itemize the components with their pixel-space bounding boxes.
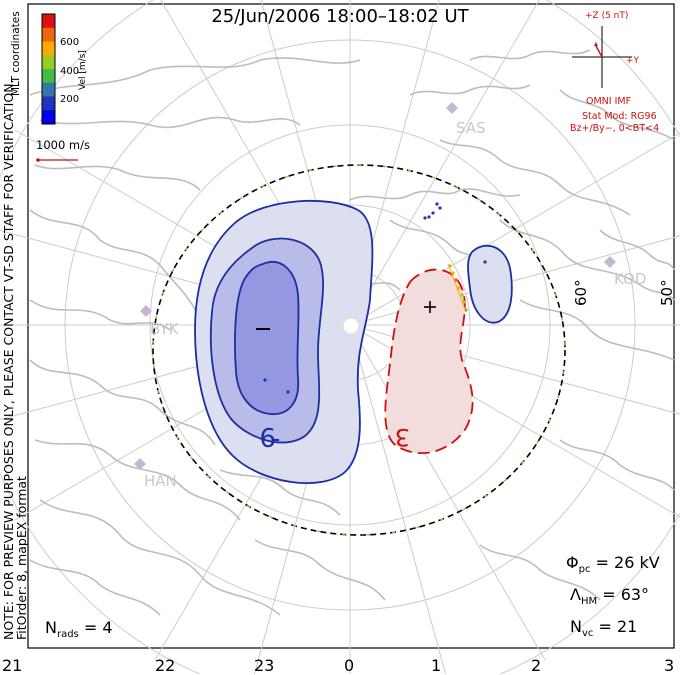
positive-cell — [384, 268, 474, 455]
mlt-tick-22: 22 — [155, 656, 176, 675]
colorbar-swatch — [42, 69, 55, 84]
latitude-label-60: 60° — [572, 279, 590, 306]
colorbar-swatch — [42, 96, 55, 111]
station-label-byk: BYK — [150, 320, 179, 338]
station-label-kod: KOD — [614, 270, 647, 288]
negative-island — [467, 244, 513, 324]
cross-polar-potential: Φpc = 26 kV — [566, 553, 660, 576]
mlt-tick-21: 21 — [2, 656, 23, 675]
station-marker-kod — [604, 256, 616, 268]
mlt-tick-3: 3 — [664, 656, 675, 675]
colorbar-swatch — [42, 110, 55, 125]
colorbar-swatch — [42, 55, 55, 70]
station-marker-byk — [140, 305, 152, 317]
colorbar-tick-400: 400 — [60, 66, 80, 77]
negative-cell-core — [234, 261, 300, 415]
latitude-label-50: 50° — [658, 279, 676, 306]
negative-contour-dash: - — [271, 424, 280, 454]
colorbar-swatch — [42, 41, 55, 56]
plot-frame — [27, 3, 675, 649]
imf-z-label: +Z (5 nT) — [585, 11, 629, 21]
colorbar-tick-600: 600 — [60, 37, 80, 48]
negative-contour-label: 9 — [259, 421, 276, 451]
velocity-colorbar — [41, 13, 56, 125]
radar-count: Nrads = 4 — [45, 618, 113, 641]
colorbar-swatch — [42, 14, 55, 29]
imf-model: Stat Mod: RG96 — [582, 111, 657, 122]
imf-arrowhead — [594, 42, 598, 46]
colorbar-swatch — [42, 27, 55, 42]
plot-title: 25/Jun/2006 18:00–18:02 UT — [211, 6, 469, 27]
imf-title: OMNI IMF — [586, 96, 632, 107]
mlt-tick-1: 1 — [431, 656, 442, 675]
preview-note: NOTE: FOR PREVIEW PURPOSES ONLY, PLEASE … — [1, 79, 29, 640]
pole-marker — [342, 317, 360, 335]
positive-contour-label: 3 — [395, 423, 410, 451]
mlt-tick-2: 2 — [531, 656, 542, 675]
velocity-vectors — [263, 202, 487, 394]
imf-vector — [595, 45, 603, 58]
imf-clock — [572, 26, 632, 88]
station-marker-han — [134, 458, 146, 470]
vector-scale-label: 1000 m/s — [36, 138, 90, 152]
colorbar-unit-label: Vel [m/s] — [78, 50, 88, 90]
station-markers — [134, 102, 616, 470]
station-label-sas: SAS — [456, 119, 486, 137]
mlt-tick-23: 23 — [254, 656, 275, 675]
vector-count: Nvc = 21 — [570, 617, 638, 640]
hm-boundary-vectors — [152, 164, 566, 536]
colorbar-swatch — [42, 82, 55, 97]
mlt-tick-0: 0 — [344, 656, 355, 675]
imf-y-label: +Y — [626, 56, 640, 66]
colorbar-frame — [41, 13, 56, 125]
hm-latitude: ΛHM = 63° — [570, 585, 650, 608]
vector-scale-dot — [36, 158, 40, 162]
station-label-han: HAN — [144, 472, 177, 490]
imf-condition: Bz+/By−, 0<BT<4 — [570, 123, 660, 134]
station-marker-sas — [446, 102, 458, 114]
colorbar-tick-200: 200 — [60, 94, 80, 105]
